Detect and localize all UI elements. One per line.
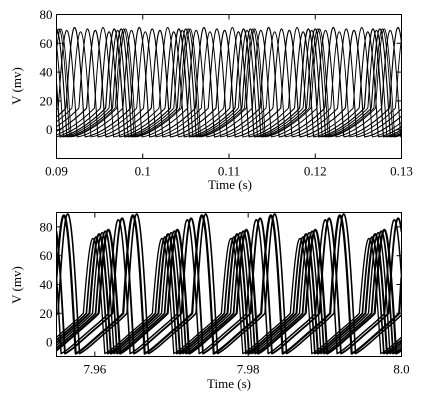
trace-7 (56, 26, 402, 138)
voltage-panel-bottom: 7.96 7.98 8.0 0 20 40 60 80 Time (s) V (mv) (9, 212, 410, 391)
y-tick-label: 60 (40, 248, 53, 263)
top-ticks: 0.09 0.1 0.11 0.12 0.13 0 20 40 60 80 (40, 7, 413, 179)
trace-10 (56, 213, 402, 355)
x-tick-label: 0.1 (135, 164, 151, 179)
x-tick-label: 0.13 (390, 164, 413, 179)
y-tick-label: 20 (40, 306, 53, 321)
trace-6 (56, 228, 402, 355)
bottom-y-axis-label: V (mv) (9, 266, 24, 304)
x-tick-label: 0.12 (304, 164, 327, 179)
trace-10 (56, 29, 402, 138)
x-tick-label: 7.96 (83, 362, 106, 377)
y-tick-label: 40 (40, 65, 53, 80)
y-tick-label: 0 (46, 335, 53, 350)
bottom-traces (56, 213, 402, 355)
trace-9 (56, 28, 402, 138)
trace-5 (56, 28, 402, 138)
trace-11 (56, 28, 402, 138)
trace-3 (56, 26, 402, 138)
y-tick-label: 40 (40, 277, 53, 292)
trace-6 (56, 29, 402, 138)
y-tick-label: 80 (40, 7, 53, 22)
y-tick-label: 60 (40, 36, 53, 51)
trace-7 (56, 218, 402, 355)
x-tick-label: 0.09 (45, 164, 68, 179)
bottom-x-axis-label: Time (s) (207, 376, 251, 391)
x-tick-label: 7.98 (237, 362, 260, 377)
y-tick-label: 0 (46, 122, 53, 137)
trace-12 (56, 28, 402, 138)
x-tick-label: 8.0 (393, 362, 409, 377)
trace-5 (56, 230, 402, 355)
top-y-axis-label: V (mv) (9, 67, 24, 105)
trace-4 (56, 31, 402, 138)
y-tick-label: 20 (40, 93, 53, 108)
top-x-axis-label: Time (s) (208, 177, 252, 192)
x-tick-label: 0.11 (218, 164, 240, 179)
top-traces (56, 26, 402, 138)
trace-4 (56, 231, 402, 355)
voltage-panel-top: 0.09 0.1 0.11 0.12 0.13 0 20 40 60 80 Time (s) V … (9, 7, 413, 192)
bottom-ticks: 7.96 7.98 8.0 0 20 40 60 80 (40, 212, 410, 377)
trace-9 (56, 214, 402, 355)
trace-8 (56, 217, 402, 355)
trace-1 (56, 28, 402, 138)
y-tick-label: 80 (40, 219, 53, 234)
trace-8 (56, 31, 402, 138)
